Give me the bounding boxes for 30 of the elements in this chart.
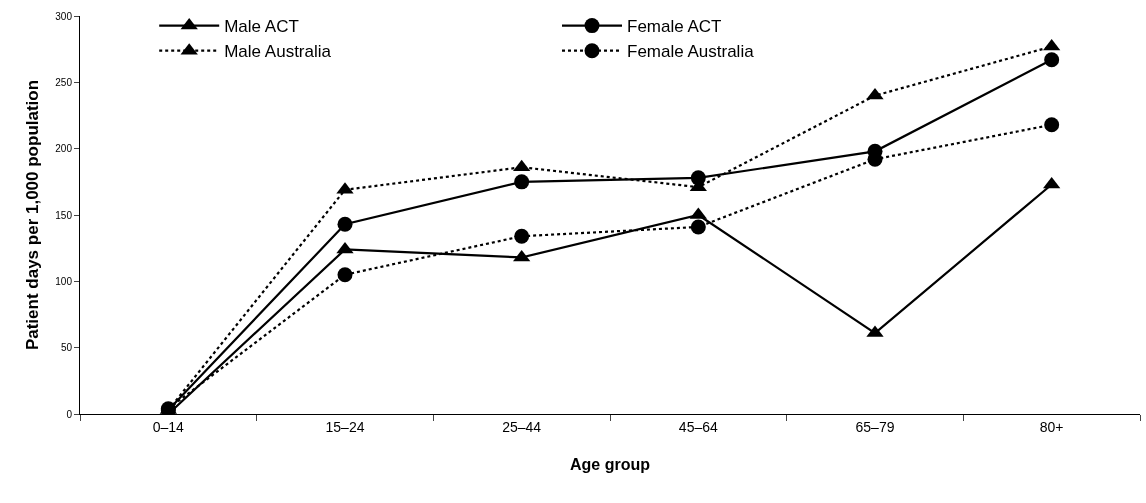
y-axis-title: Patient days per 1,000 population	[22, 79, 42, 351]
y-tick-label: 50	[60, 342, 73, 354]
point	[1044, 117, 1060, 133]
y-tick-label: 100	[55, 275, 73, 287]
x-axis-title: Age group	[570, 456, 651, 474]
point	[514, 174, 530, 190]
y-tick-label: 200	[55, 143, 73, 155]
point	[690, 170, 706, 186]
legend-label: Male Australia	[224, 42, 332, 62]
point	[1043, 176, 1061, 189]
y-tick-label: 150	[55, 209, 73, 221]
y-tick-label: 250	[55, 76, 73, 88]
x-tick-label: 80+	[1039, 418, 1064, 435]
x-tick-label: 25–44	[502, 418, 542, 435]
x-tick-label: 45–64	[678, 418, 719, 435]
point	[690, 219, 706, 235]
point	[337, 267, 353, 283]
legend-label: Female Australia	[627, 42, 755, 62]
point	[1044, 52, 1060, 68]
point	[513, 249, 531, 262]
y-tick-label: 300	[55, 10, 73, 22]
x-tick-label: 65–79	[855, 418, 895, 435]
legend-label: Female ACT	[627, 17, 722, 37]
x-tick-label: 15–24	[325, 418, 365, 435]
point	[514, 228, 530, 244]
point	[336, 241, 354, 254]
legend-label: Male ACT	[224, 17, 299, 37]
point	[337, 216, 353, 232]
x-tick-label: 0–14	[152, 418, 185, 435]
y-tick-label: 0	[66, 408, 73, 420]
